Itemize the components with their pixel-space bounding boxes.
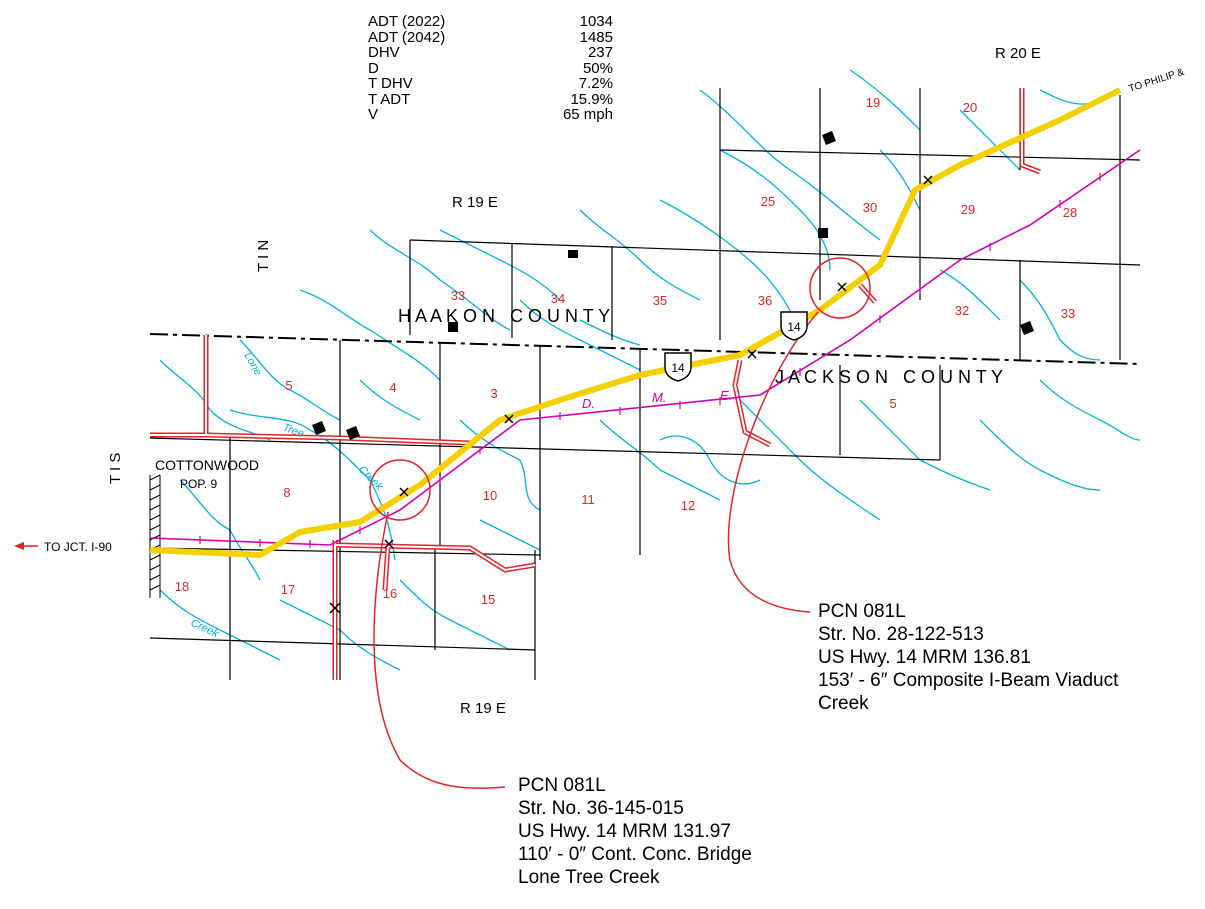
callout-line: Str. No. 36-145-015 (518, 798, 684, 819)
structure-circle-west (369, 459, 431, 521)
section-number: 19 (866, 95, 880, 110)
callout-line: Creek (818, 693, 869, 714)
traffic-value: 50% (582, 59, 613, 77)
county-line (149, 333, 1141, 365)
section-grid (149, 88, 1141, 680)
route-shield-1: 14 (664, 352, 692, 382)
structure-circle-east (809, 257, 871, 319)
section-number: 33 (451, 288, 465, 303)
section-number: 10 (483, 488, 497, 503)
callout-line: 153′ - 6″ Composite I-Beam Viaduct (818, 670, 1119, 691)
section-number: 25 (761, 194, 775, 209)
township-boundary-hatch (149, 474, 161, 598)
section-number: 35 (653, 293, 667, 308)
traffic-row: T ADT 15.9% (368, 90, 613, 108)
railroad-letter-d: D. (582, 396, 595, 411)
section-number: 32 (955, 303, 969, 318)
section-number: 34 (551, 291, 565, 306)
structure-callout-west: PCN 081L Str. No. 36-145-015 US Hwy. 14 … (518, 774, 752, 889)
traffic-label: DHV (368, 44, 400, 61)
traffic-value: 15.9% (570, 90, 613, 108)
traffic-row: ADT (2022) 1034 (368, 14, 613, 30)
section-number: 4 (389, 380, 396, 395)
railroad-line (149, 149, 1141, 546)
traffic-value: 237 (587, 44, 613, 61)
range-label-r19e-bottom: R 19 E (460, 700, 506, 717)
section-number: 3 (490, 386, 497, 401)
town-population-label: POP. 9 (180, 477, 217, 491)
to-philip-label: TO PHILIP & (1128, 67, 1186, 95)
traffic-value: 7.2% (578, 75, 613, 92)
callout-line: US Hwy. 14 MRM 131.97 (518, 821, 731, 842)
section-number: 33 (1061, 306, 1075, 321)
structure-callout-east: PCN 081L Str. No. 28-122-513 US Hwy. 14 … (818, 600, 1118, 715)
callout-line: Str. No. 28-122-513 (818, 624, 984, 645)
traffic-data-table: ADT (2022) 1034 ADT (2042) 1485 DHV 237 D 50… (368, 14, 613, 123)
section-number: 30 (863, 200, 877, 215)
section-number: 29 (961, 202, 975, 217)
traffic-value: 1485 (579, 28, 613, 46)
us-highway-14 (149, 87, 1122, 558)
bridge-markers (329, 175, 933, 614)
callout-leader-east (727, 311, 819, 613)
township-label-tis: T I S (107, 453, 124, 484)
railroad-letter-e: E. (720, 388, 732, 403)
traffic-row: T DHV 7.2% (368, 76, 613, 92)
jackson-county-label: J A C K S O N C O U N T Y (775, 367, 1003, 387)
section-number: 28 (1063, 205, 1077, 220)
traffic-row: ADT (2042) 1485 (368, 28, 613, 46)
callout-line: Lone Tree Creek (518, 867, 660, 888)
section-number: 36 (758, 293, 772, 308)
township-label-tin: T I N (255, 240, 272, 272)
traffic-row: V 65 mph (368, 107, 613, 123)
creek-label-creek-2: Creek (189, 617, 221, 640)
traffic-label: V (368, 106, 379, 123)
traffic-value: 1034 (579, 13, 613, 30)
haakon-county-label: H A A K O N C O U N T Y (398, 306, 610, 326)
section-number: 5 (889, 396, 896, 411)
section-number: 18 (175, 579, 189, 594)
callout-line: US Hwy. 14 MRM 136.81 (818, 647, 1031, 668)
to-jct-label: TO JCT. I-90 (44, 540, 112, 554)
local-roads-inner (150, 88, 1041, 680)
section-number: 8 (283, 485, 290, 500)
route-shield-2: 14 (780, 311, 808, 341)
traffic-label: T ADT (368, 90, 411, 108)
section-number: 20 (963, 100, 977, 115)
callout-line: PCN 081L (818, 601, 906, 622)
callout-line: 110′ - 0″ Cont. Conc. Bridge (518, 844, 752, 865)
railroad-ticks (199, 173, 1101, 548)
traffic-label: ADT (2022) (368, 13, 446, 30)
section-number: 16 (383, 586, 397, 601)
section-numbers: 19 20 25 30 29 28 33 34 35 36 32 33 5 4 … (175, 95, 1077, 607)
traffic-row: D 50% (368, 59, 613, 77)
section-number: 5 (285, 378, 292, 393)
traffic-label: T DHV (368, 75, 413, 92)
railroad-letter-m: M. (652, 390, 666, 405)
town-name-label: COTTONWOOD (155, 457, 259, 473)
traffic-value: 65 mph (562, 106, 613, 123)
creek-label-lone: Lone (241, 351, 264, 378)
traffic-label: ADT (2042) (368, 28, 446, 46)
callout-line: PCN 081L (518, 775, 606, 796)
section-number: 15 (481, 592, 495, 607)
section-number: 12 (681, 498, 695, 513)
traffic-label: D (368, 59, 379, 77)
range-label-r20e: R 20 E (995, 45, 1041, 62)
route-shield-2-number: 14 (787, 320, 801, 334)
traffic-row: DHV 237 (368, 45, 613, 61)
range-label-r19e-top: R 19 E (452, 194, 498, 211)
section-number: 11 (581, 492, 595, 507)
callout-leader-west (373, 511, 506, 789)
railroad-labels: D. M. E. (582, 388, 732, 411)
to-jct-arrow (14, 542, 38, 550)
section-number: 17 (281, 582, 295, 597)
building-markers (312, 131, 1034, 440)
route-shield-1-number: 14 (671, 361, 685, 375)
